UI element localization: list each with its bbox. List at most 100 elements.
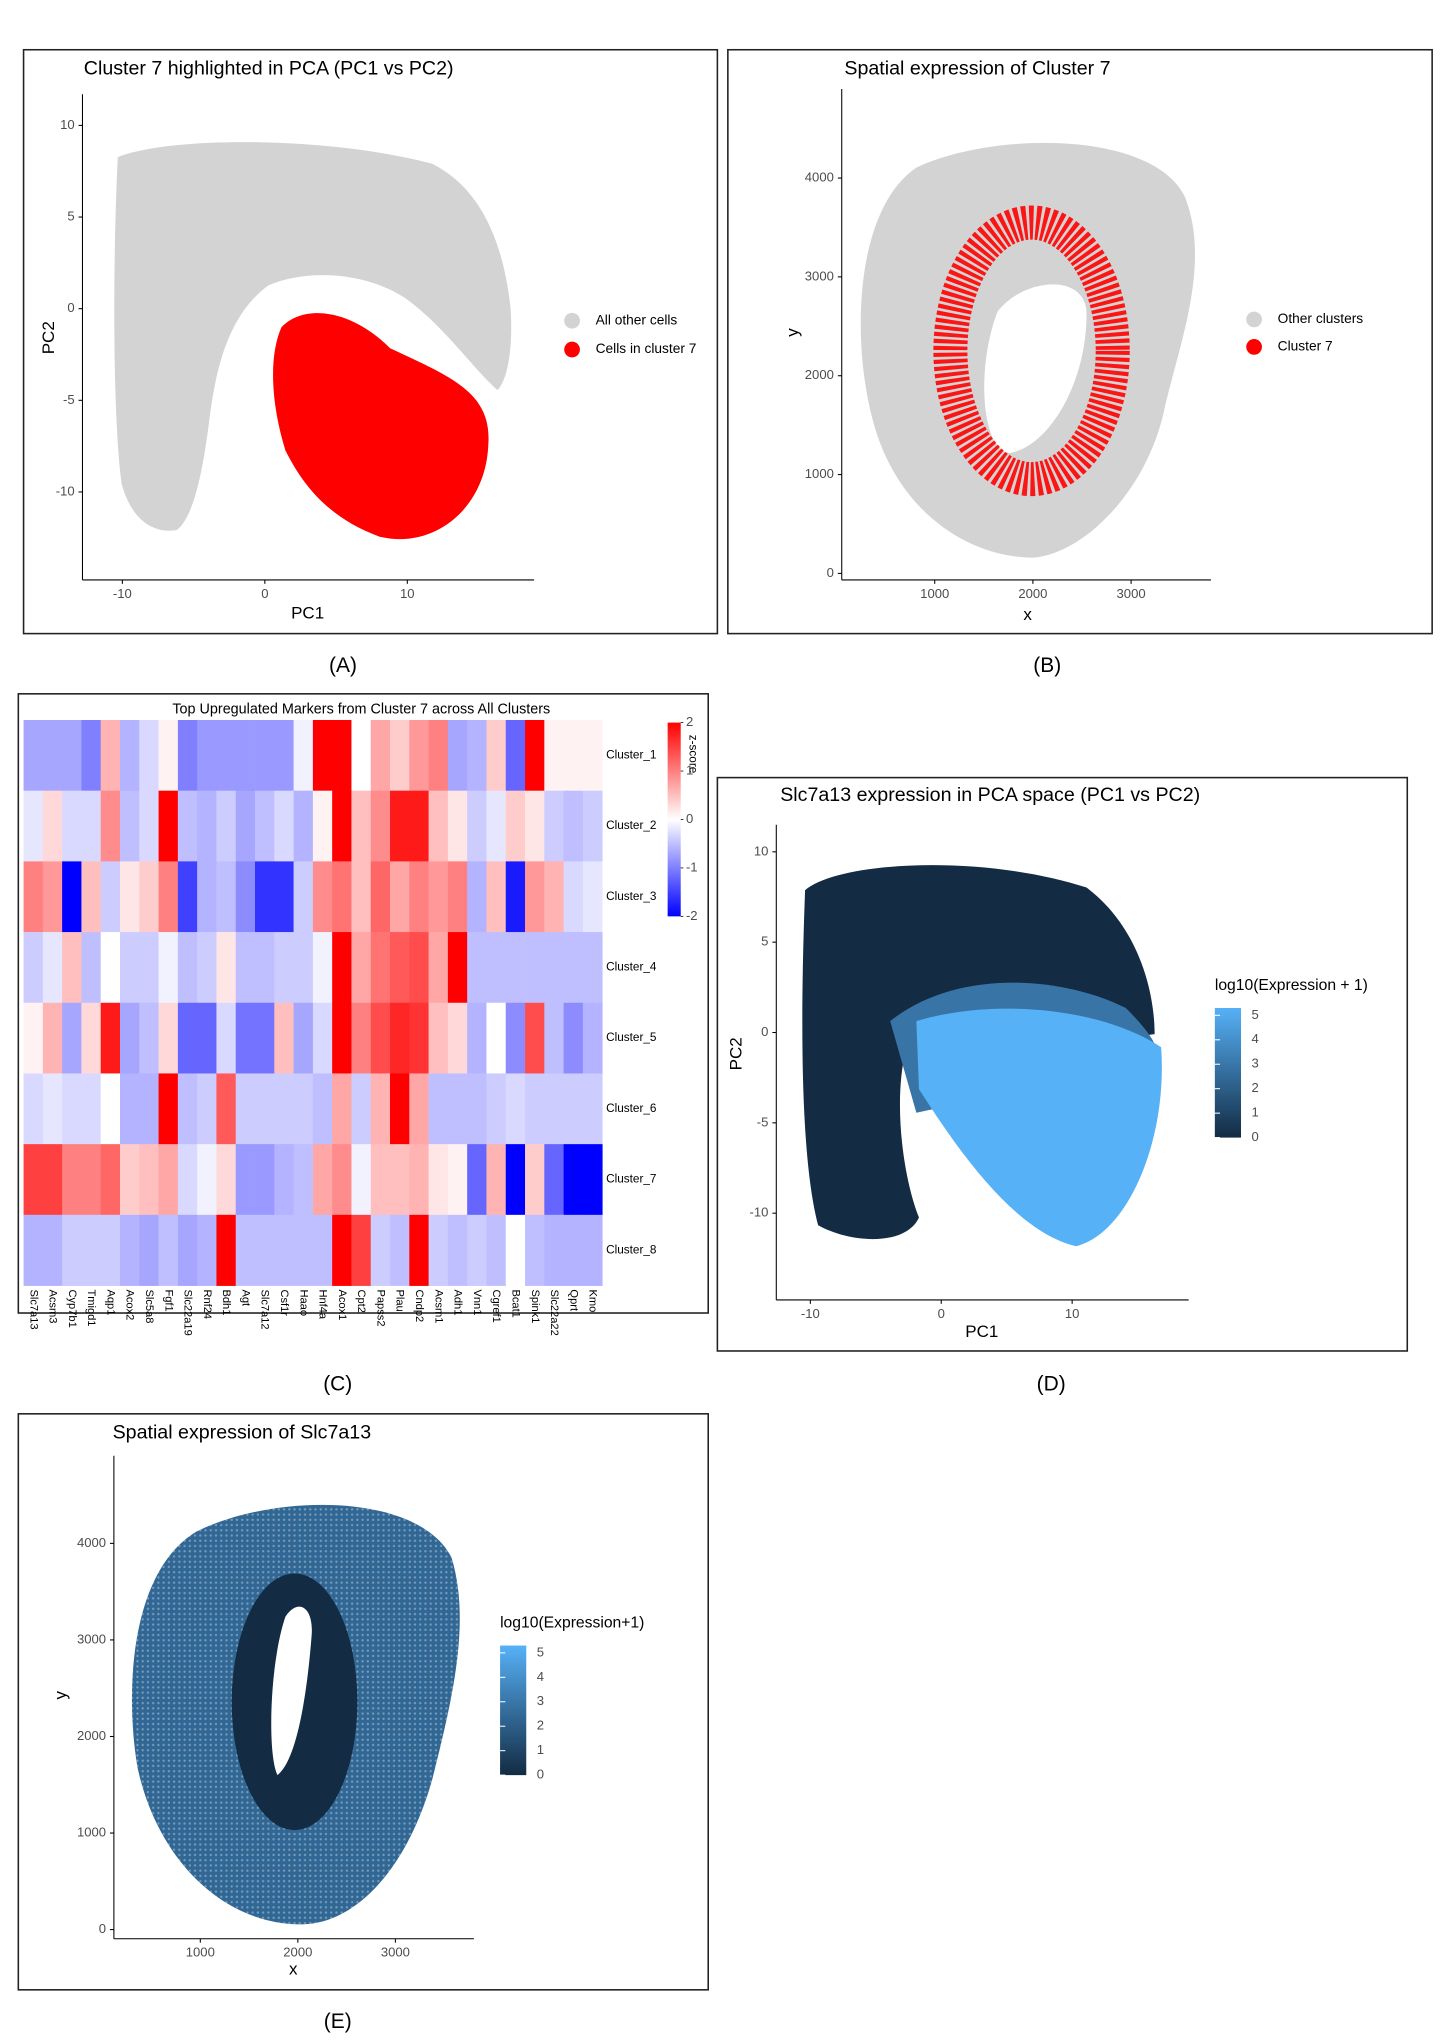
heatmap-cell (62, 932, 82, 1004)
heatmap-cell (428, 861, 449, 933)
y-tick-label: 0 (67, 300, 74, 315)
heatmap-cell (197, 1002, 217, 1074)
colorbar-tick-label: -2 (686, 908, 698, 923)
legend-label: Cells in cluster 7 (596, 341, 697, 356)
legend-label: Cluster 7 (1278, 339, 1333, 354)
heatmap-cell (428, 719, 449, 792)
point-cloud (916, 1008, 1162, 1247)
heatmap-cell (120, 1144, 140, 1216)
heatmap-cell (139, 1214, 159, 1286)
y-tick-label: 10 (60, 117, 75, 132)
heatmap-cell (235, 861, 256, 933)
heatmap-cell (62, 1002, 82, 1074)
heatmap-cell (447, 1214, 468, 1286)
heatmap-cell (235, 1002, 256, 1074)
heatmap-cell (370, 861, 391, 933)
x-tick-label: 2000 (1018, 586, 1047, 601)
heatmap-cell (197, 932, 217, 1004)
heatmap-cell (177, 1073, 198, 1145)
heatmap-cell (390, 1002, 410, 1074)
column-label: Acox1 (336, 1289, 348, 1320)
colorbar (667, 722, 681, 917)
column-label: Csf1r (278, 1289, 290, 1316)
heatmap-cell (428, 790, 449, 862)
heatmap-cell (42, 790, 63, 862)
heatmap-cell (428, 1214, 449, 1286)
heatmap-cell (428, 1002, 449, 1074)
column-label: Plau (394, 1289, 406, 1311)
colorbar (500, 1645, 527, 1776)
chart-title: Spatial expression of Slc7a13 (113, 1422, 372, 1444)
heatmap-cell (312, 1144, 333, 1216)
panel-frame (716, 776, 1409, 1352)
heatmap-cell (139, 1002, 159, 1074)
heatmap-cell (293, 790, 314, 862)
colorbar-tick-label: 4 (537, 1669, 544, 1684)
heatmap-cell (447, 1073, 468, 1145)
point-cloud (114, 142, 512, 531)
heatmap-cell (274, 719, 294, 792)
heatmap-cell (351, 1073, 372, 1145)
colorbar-tick-label: 2 (537, 1718, 544, 1733)
heatmap-cell (312, 719, 333, 792)
heatmap-cell (525, 719, 545, 792)
heatmap-cell (505, 861, 526, 933)
heatmap-cell (467, 932, 487, 1004)
y-tick-label: 10 (754, 843, 769, 858)
heatmap-cell (544, 1144, 565, 1216)
heatmap-cell (255, 1073, 275, 1145)
heatmap-cell (486, 1214, 507, 1286)
y-tick-label: 1000 (77, 1824, 106, 1839)
heatmap-cell (428, 1144, 449, 1216)
heatmap-cell (158, 1214, 179, 1286)
column-label: Agt (239, 1289, 251, 1306)
heatmap-cell (62, 719, 82, 792)
heatmap-cell (563, 932, 584, 1004)
heatmap-cell (428, 1073, 449, 1145)
colorbar-tick-label: 4 (1251, 1031, 1258, 1046)
colorbar-tick-label: 1 (537, 1742, 544, 1757)
heatmap-cell (81, 1144, 102, 1216)
heatmap-cell (370, 932, 391, 1004)
column-label: Haao (297, 1289, 309, 1316)
heatmap-cell (197, 861, 217, 933)
heatmap-cell (409, 790, 429, 862)
heatmap-cell (139, 932, 159, 1004)
x-tick-label: 2000 (283, 1945, 312, 1960)
panel-frame (22, 48, 719, 635)
column-label: Slc7a13 (27, 1289, 39, 1329)
heatmap-cell (582, 1144, 603, 1216)
heatmap-cell (177, 719, 198, 792)
heatmap-cell (23, 932, 44, 1004)
heatmap-cell (467, 861, 487, 933)
heatmap-cell (62, 1214, 82, 1286)
heatmap-cell (332, 719, 352, 792)
x-tick-label: 0 (261, 586, 268, 601)
lumen (984, 284, 1087, 453)
heatmap-cell (177, 1002, 198, 1074)
heatmap-cell (81, 932, 102, 1004)
legend-marker (564, 341, 580, 358)
panel-label: (B) (1033, 654, 1061, 677)
heatmap-cell (525, 790, 545, 862)
row-label: Cluster_1 (606, 748, 656, 761)
heatmap-cell (255, 1214, 275, 1286)
heatmap-cell (293, 1002, 314, 1074)
heatmap-cell (332, 790, 352, 862)
heatmap-cell (197, 790, 217, 862)
heatmap-cell (563, 790, 584, 862)
heatmap-cell (390, 932, 410, 1004)
heatmap-cell (351, 1214, 372, 1286)
column-label: Hnf4a (317, 1289, 329, 1319)
heatmap-cell (235, 932, 256, 1004)
heatmap-cell (370, 1214, 391, 1286)
heatmap-cell (563, 1073, 584, 1145)
heatmap-cell (216, 1214, 237, 1286)
heatmap-cell (197, 1073, 217, 1145)
column-label: Acsm1 (432, 1289, 444, 1323)
heatmap-cell (216, 719, 237, 792)
y-axis-label: y (783, 328, 802, 337)
x-tick-label: -10 (113, 586, 132, 601)
column-label: Cndp2 (413, 1289, 425, 1322)
heatmap-cell (312, 1073, 333, 1145)
